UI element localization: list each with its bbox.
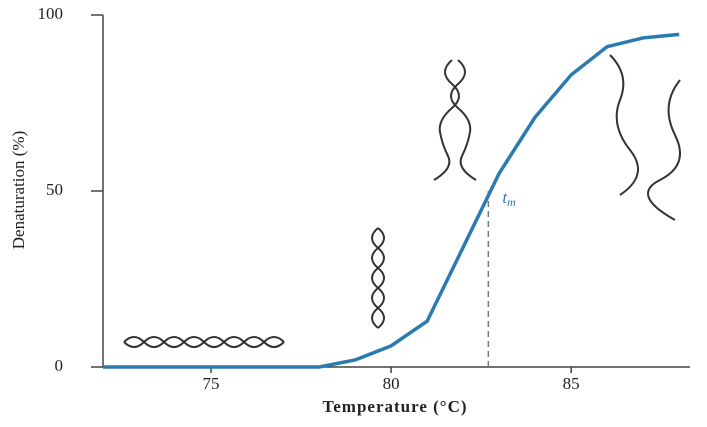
y-tick-label: 50 (46, 180, 63, 199)
y-tick-label: 0 (55, 356, 64, 375)
tm-subscript: m (507, 195, 516, 209)
y-tick-label: 100 (38, 4, 64, 23)
x-axis-label: Temperature (°C) (322, 397, 467, 416)
helix-drawings (124, 55, 680, 347)
chart: Denaturation (%) Temperature (°C) 0 50 100… (0, 0, 707, 422)
x-tick-label: 75 (203, 374, 220, 393)
data-line (103, 34, 679, 367)
x-tick-label: 80 (383, 374, 400, 393)
x-tick-label: 85 (563, 374, 580, 393)
y-axis-label: Denaturation (%) (9, 131, 28, 249)
tm-label: tm (502, 188, 516, 209)
